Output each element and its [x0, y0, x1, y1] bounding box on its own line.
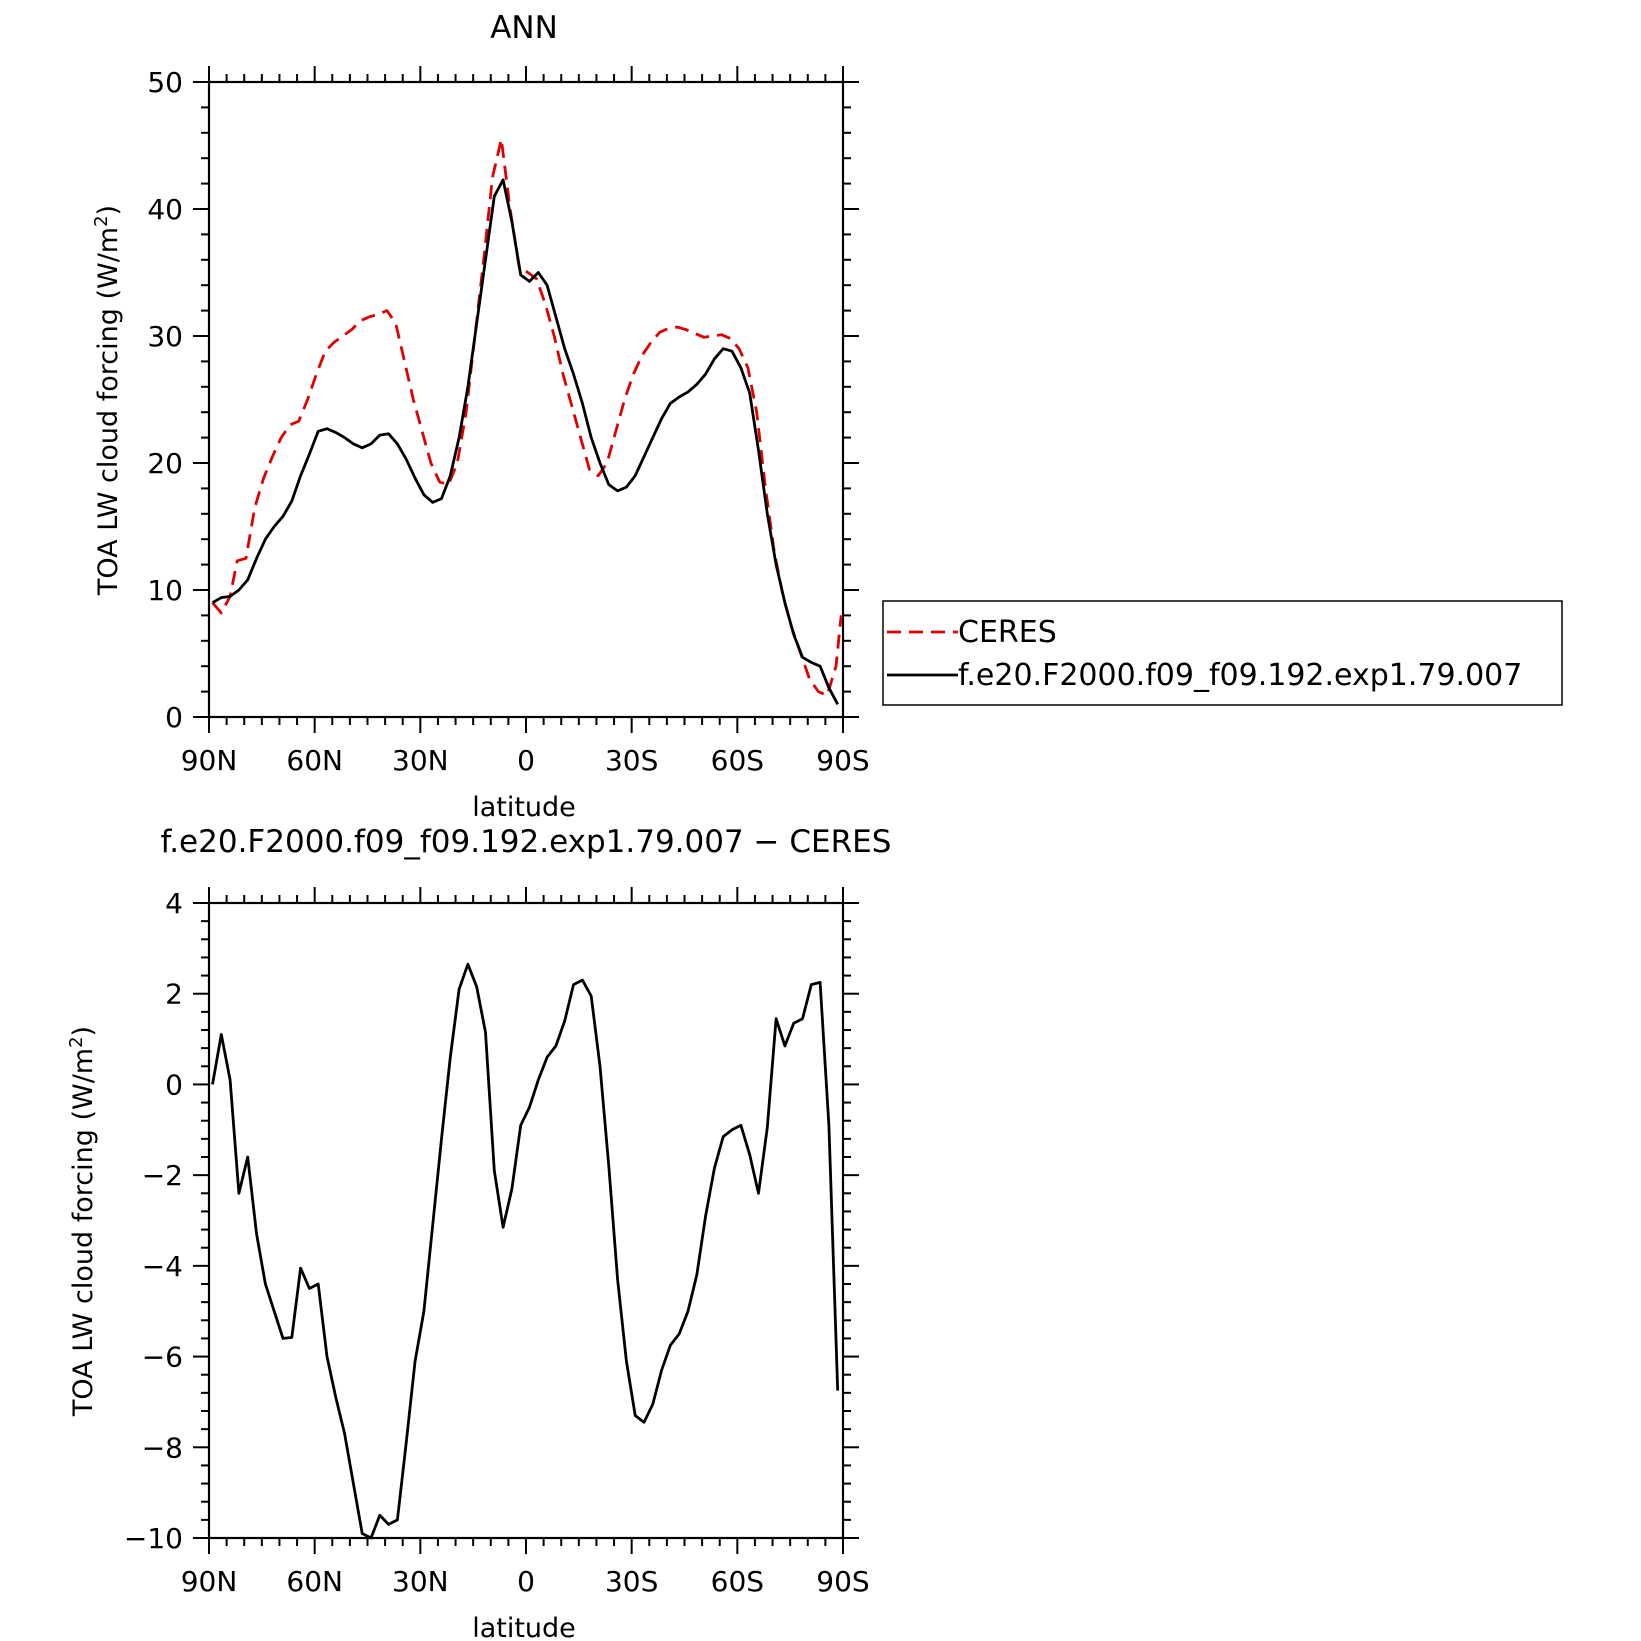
bottom-x-tick-label: 30N: [392, 1565, 449, 1598]
bottom-y-tick-label: −6: [142, 1341, 183, 1374]
bottom-y-tick-label: 4: [165, 887, 183, 920]
bottom-x-tick-label: 90N: [181, 1565, 238, 1598]
bottom-panel: f.e20.F2000.f09_f09.192.exp1.79.007 − CE…: [66, 824, 891, 1641]
bottom-x-axis-label: latitude: [472, 1613, 576, 1641]
bottom-y-tick-label: −4: [142, 1250, 183, 1283]
top-y-tick-label: 40: [147, 193, 183, 226]
top-y-tick-label: 30: [147, 320, 183, 353]
top-x-tick-label: 90S: [816, 744, 869, 777]
top-chart-title: ANN: [490, 10, 558, 46]
top-y-tick-label: 20: [147, 447, 183, 480]
legend: CERES f.e20.F2000.f09_f09.192.exp1.79.00…: [882, 600, 1563, 706]
top-y-tick-label: 0: [165, 701, 183, 734]
bottom-axes: 90N 60N 30N 0 30S 60S 90S −10 −8 −6 −4 −2 0 2 4: [124, 887, 870, 1598]
top-x-tick-label: 60S: [711, 744, 764, 777]
bottom-y-tick-label: −10: [124, 1522, 183, 1555]
bottom-y-tick-label: 2: [165, 978, 183, 1011]
bottom-x-tick-label: 90S: [816, 1565, 869, 1598]
top-y-tick-label: 10: [147, 574, 183, 607]
top-x-tick-label: 30S: [605, 744, 658, 777]
bottom-y-tick-label: −2: [142, 1159, 183, 1192]
top-y-axis-label: TOA LW cloud forcing (W/m2): [91, 205, 124, 596]
top-plot-frame: [207, 80, 845, 719]
bottom-y-axis-label: TOA LW cloud forcing (W/m2): [66, 1026, 99, 1417]
top-x-tick-label: 60N: [286, 744, 343, 777]
top-y-tick-label: 50: [147, 66, 183, 99]
bottom-y-tick-label: 0: [165, 1068, 183, 1101]
bottom-x-tick-label: 60N: [286, 1565, 343, 1598]
top-x-tick-label: 0: [517, 744, 535, 777]
bottom-chart-title: f.e20.F2000.f09_f09.192.exp1.79.007 − CE…: [161, 824, 892, 860]
legend-label-model: f.e20.F2000.f09_f09.192.exp1.79.007: [958, 658, 1522, 693]
bottom-series-line-0: [211, 962, 840, 1540]
bottom-plot-frame: [207, 901, 845, 1540]
bottom-x-tick-label: 0: [517, 1565, 535, 1598]
top-x-axis-label: latitude: [472, 792, 576, 823]
legend-box: [882, 600, 1563, 706]
top-x-tick-label: 30N: [392, 744, 449, 777]
legend-label-ceres: CERES: [958, 615, 1057, 650]
top-axes: 90N 60N 30N 0 30S 60S 90S 0 10 20 30 40 50: [147, 66, 870, 777]
bottom-x-tick-label: 60S: [711, 1565, 764, 1598]
top-x-tick-label: 90N: [181, 744, 238, 777]
top-panel: ANN 90N 60N 30N 0 30S 60S 90S 0 10 20 30 40 50 latit…: [91, 10, 1563, 823]
bottom-y-tick-label: −8: [142, 1431, 183, 1464]
top-series-group: [211, 137, 843, 705]
bottom-x-tick-label: 30S: [605, 1565, 658, 1598]
top-series-line-0: [211, 137, 843, 697]
bottom-series-group: [211, 962, 840, 1540]
top-series-line-1: [211, 178, 839, 705]
